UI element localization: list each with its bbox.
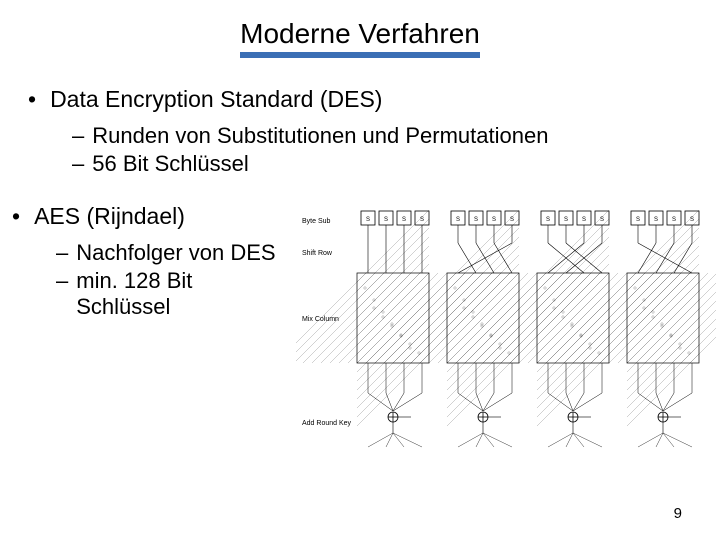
- sub-bullet-aes-1: – Nachfolger von DES: [56, 240, 288, 266]
- svg-text:S: S: [654, 217, 658, 223]
- bullet-aes-text: AES (Rijndael): [34, 203, 185, 230]
- bullet-dot-icon: •: [28, 88, 36, 111]
- svg-text:Byte Sub: Byte Sub: [302, 218, 331, 225]
- sub-bullet-aes-2-text: min. 128 Bit Schlüssel: [76, 268, 288, 320]
- svg-text:S: S: [546, 217, 550, 223]
- svg-text:S: S: [420, 217, 424, 223]
- sub-bullet-des-1: – Runden von Substitutionen und Permutat…: [72, 123, 692, 149]
- dash-icon: –: [72, 123, 84, 149]
- svg-text:S: S: [492, 217, 496, 223]
- aes-diagram: Byte Sub Shift Row Mix Column Add Round Key…: [296, 203, 716, 453]
- dash-icon: –: [56, 240, 68, 266]
- page-number: 9: [674, 505, 682, 522]
- dash-icon: –: [72, 151, 84, 177]
- bullet-dot-icon: •: [12, 205, 20, 228]
- svg-text:S: S: [366, 217, 370, 223]
- svg-text:S: S: [564, 217, 568, 223]
- svg-text:S: S: [582, 217, 586, 223]
- svg-text:S: S: [672, 217, 676, 223]
- sub-bullet-aes-1-text: Nachfolger von DES: [76, 240, 275, 266]
- bullet-des-text: Data Encryption Standard (DES): [50, 86, 382, 113]
- svg-text:S: S: [474, 217, 478, 223]
- slide-title: Moderne Verfahren: [240, 18, 480, 58]
- svg-text:Shift Row: Shift Row: [302, 250, 333, 257]
- bullet-aes: • AES (Rijndael): [12, 203, 288, 230]
- dash-icon: –: [56, 268, 68, 294]
- svg-text:S: S: [690, 217, 694, 223]
- svg-text:S: S: [600, 217, 604, 223]
- sub-bullet-des-1-text: Runden von Substitutionen und Permutatio…: [92, 123, 548, 149]
- bullet-des: • Data Encryption Standard (DES): [28, 86, 692, 113]
- sub-bullet-aes-2: – min. 128 Bit Schlüssel: [56, 268, 288, 320]
- svg-text:S: S: [456, 217, 460, 223]
- svg-text:S: S: [384, 217, 388, 223]
- sub-bullet-des-2-text: 56 Bit Schlüssel: [92, 151, 249, 177]
- svg-text:S: S: [510, 217, 514, 223]
- svg-text:Mix Column: Mix Column: [302, 316, 339, 323]
- svg-text:Add Round Key: Add Round Key: [302, 420, 352, 427]
- sub-bullet-des-2: – 56 Bit Schlüssel: [72, 151, 692, 177]
- svg-text:S: S: [636, 217, 640, 223]
- svg-text:S: S: [402, 217, 406, 223]
